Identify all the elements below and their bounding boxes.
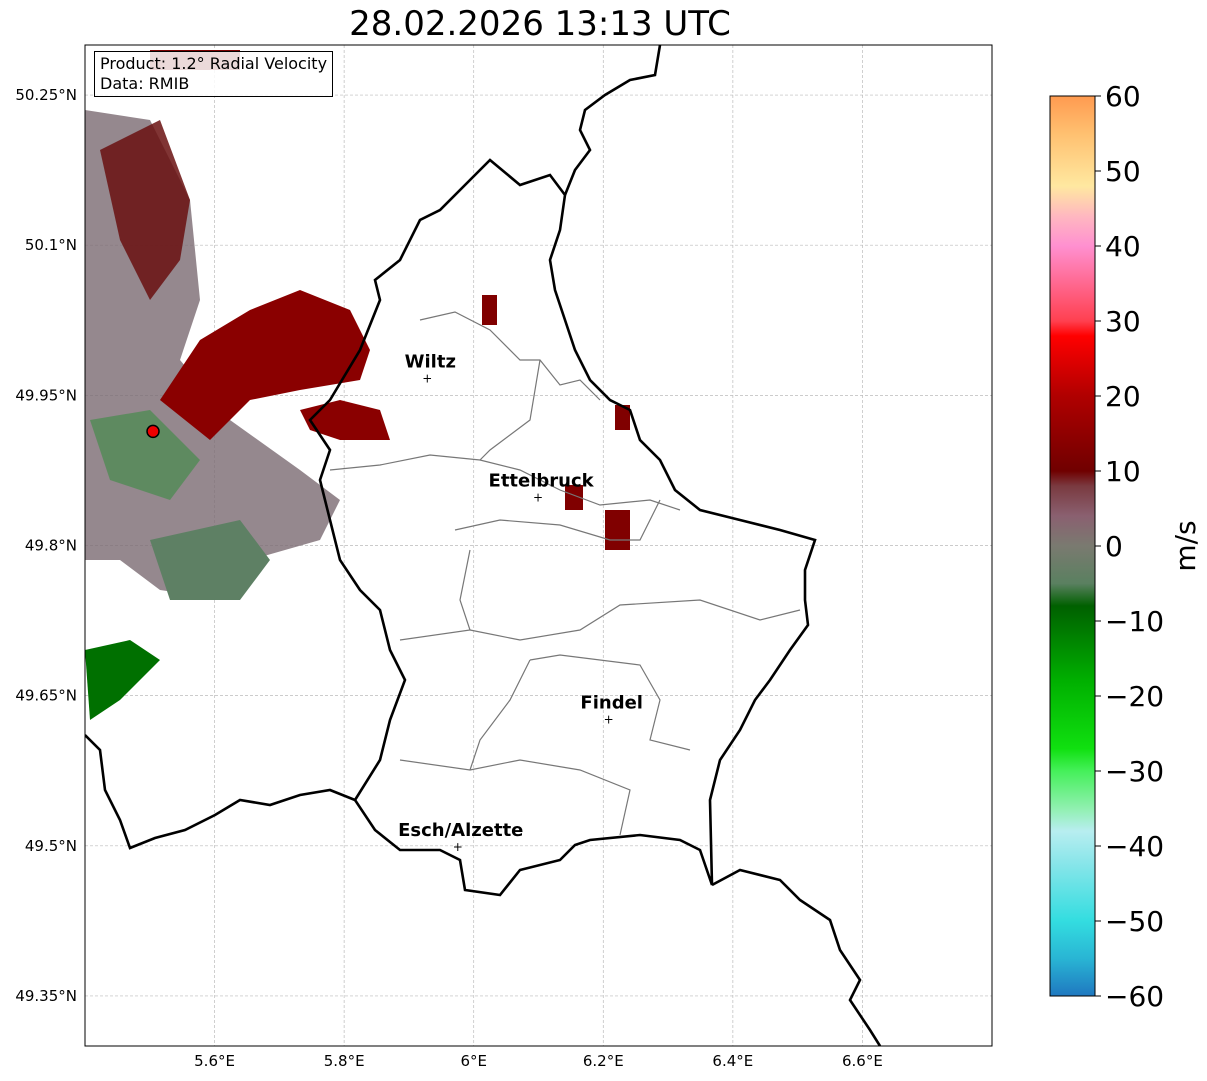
echo-green-south	[150, 520, 270, 600]
echo-cell	[565, 485, 583, 510]
colorbar-tick-label: 0	[1105, 530, 1123, 563]
lat-tick-label: 49.5°N	[25, 837, 77, 855]
echo-red-north	[100, 120, 190, 300]
country-border-germany	[563, 45, 662, 196]
canton-boundaries	[419, 311, 601, 401]
city-markers: +Wiltz+Ettelbruck+Findel+Esch/Alzette	[398, 351, 643, 853]
city-marker-icon: +	[533, 490, 543, 504]
colorbar-tick-label: 10	[1105, 455, 1141, 488]
colorbar-tick-label: −30	[1105, 755, 1164, 788]
colorbar-tick-label: 40	[1105, 230, 1141, 263]
lon-tick-label: 6.2°E	[583, 1052, 624, 1070]
city-label: Ettelbruck	[489, 470, 595, 491]
data-source-label: Data: RMIB	[100, 74, 190, 93]
city-label: Wiltz	[405, 351, 456, 372]
canton-boundaries	[529, 654, 691, 751]
city-label: Findel	[580, 693, 643, 714]
echo-red-mid	[300, 400, 390, 440]
product-label: Product: 1.2° Radial Velocity	[100, 54, 328, 73]
lon-tick-label: 6.4°E	[712, 1052, 753, 1070]
map-frame	[84, 44, 993, 1047]
colorbar-tick-label: 50	[1105, 155, 1141, 188]
canton-boundaries	[469, 599, 801, 641]
lon-tick-label: 5.8°E	[324, 1052, 365, 1070]
radar-site-marker	[146, 424, 160, 439]
colorbar-label: m/s	[1169, 520, 1202, 571]
lat-tick-label: 49.65°N	[15, 687, 77, 705]
lon-tick-label: 6.6°E	[842, 1052, 883, 1070]
canton-boundaries	[329, 454, 681, 511]
canton-boundaries	[399, 549, 471, 641]
city-marker-icon: +	[453, 840, 463, 854]
lat-tick-label: 50.25°N	[15, 86, 77, 104]
axis-ticks: 5.6°E 5.8°E 6°E 6.2°E 6.4°E 6.6°E 50.25°N 50.1°…	[15, 86, 883, 1070]
colorbar-tick-label: −40	[1105, 830, 1164, 863]
city-marker-icon: +	[604, 713, 614, 727]
colorbar	[1049, 95, 1096, 997]
country-border-germany-france	[711, 868, 882, 1046]
lon-tick-label: 5.6°E	[194, 1052, 235, 1070]
colorbar-tick-label: −50	[1105, 905, 1164, 938]
colorbar-ticks: 60 50 40 30 20 10 0 −10 −20 −30 −40 −50 −60	[1095, 80, 1164, 1013]
echo-green-sw	[85, 640, 160, 720]
map-title: 28.02.2026 13:13 UTC	[349, 4, 731, 44]
country-border-luxembourg	[308, 158, 817, 897]
colorbar-tick-label: 20	[1105, 380, 1141, 413]
colorbar-tick-label: −60	[1105, 980, 1164, 1013]
lon-tick-label: 6°E	[460, 1052, 487, 1070]
echo-green-center	[90, 410, 200, 500]
lat-tick-label: 49.95°N	[15, 386, 77, 404]
echo-cell	[482, 295, 497, 325]
canton-boundaries	[454, 499, 661, 541]
colorbar-tick-label: 60	[1105, 80, 1141, 113]
canton-boundaries	[399, 759, 631, 836]
lat-tick-label: 49.8°N	[25, 537, 77, 555]
country-border-belgium-france	[85, 734, 356, 850]
borders	[85, 45, 882, 1046]
echo-cell	[615, 405, 630, 430]
echo-cell	[605, 510, 630, 550]
echo-red-ne	[160, 290, 370, 440]
city-marker-icon: +	[422, 371, 432, 385]
info-box: Product: 1.2° Radial Velocity Data: RMIB	[94, 51, 334, 97]
lat-tick-label: 49.35°N	[15, 987, 77, 1005]
city-label: Esch/Alzette	[398, 820, 523, 841]
colorbar-tick-label: 30	[1105, 305, 1141, 338]
canton-boundaries	[479, 359, 541, 461]
colorbar-tick-label: −10	[1105, 605, 1164, 638]
lat-tick-label: 50.1°N	[25, 236, 77, 254]
canton-boundaries	[469, 659, 531, 771]
radar-echoes	[85, 50, 630, 720]
colorbar-tick-label: −20	[1105, 680, 1164, 713]
